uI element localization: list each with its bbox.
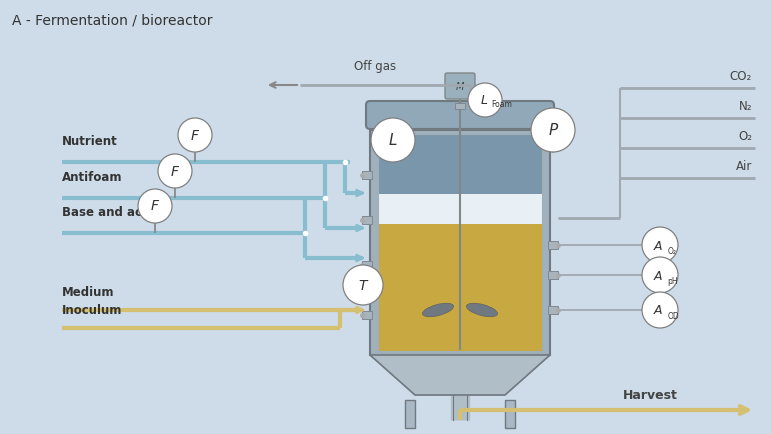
Text: Harvest: Harvest bbox=[622, 389, 678, 402]
Circle shape bbox=[343, 265, 383, 305]
Circle shape bbox=[371, 118, 415, 162]
Text: F: F bbox=[191, 128, 199, 142]
Circle shape bbox=[468, 83, 502, 117]
Text: A: A bbox=[654, 270, 662, 283]
Circle shape bbox=[531, 108, 575, 152]
Text: Inoculum: Inoculum bbox=[62, 304, 123, 317]
Text: Medium: Medium bbox=[62, 286, 115, 299]
Bar bbox=[362, 171, 372, 179]
Bar bbox=[362, 216, 372, 224]
Circle shape bbox=[642, 257, 678, 293]
Text: A: A bbox=[654, 305, 662, 318]
Bar bbox=[378, 134, 542, 351]
Text: P: P bbox=[548, 123, 557, 138]
Text: Base and acid: Base and acid bbox=[62, 206, 154, 219]
Bar bbox=[362, 261, 372, 269]
Circle shape bbox=[642, 227, 678, 263]
Text: T: T bbox=[359, 279, 367, 293]
Bar bbox=[378, 194, 542, 224]
Text: OD: OD bbox=[667, 312, 679, 321]
Circle shape bbox=[158, 154, 192, 188]
Text: Air: Air bbox=[736, 160, 752, 173]
Text: pH: pH bbox=[667, 277, 678, 286]
Ellipse shape bbox=[423, 303, 453, 317]
Ellipse shape bbox=[466, 303, 497, 317]
Text: O₂: O₂ bbox=[738, 130, 752, 143]
FancyBboxPatch shape bbox=[445, 73, 475, 99]
Bar bbox=[362, 311, 372, 319]
Text: CO₂: CO₂ bbox=[729, 70, 752, 83]
Text: Antifoam: Antifoam bbox=[62, 171, 123, 184]
Text: F: F bbox=[151, 200, 159, 214]
Text: L: L bbox=[389, 133, 397, 148]
Text: L: L bbox=[480, 95, 487, 108]
Circle shape bbox=[138, 189, 172, 223]
Bar bbox=[455, 103, 465, 109]
Text: Nutrient: Nutrient bbox=[62, 135, 118, 148]
Text: N₂: N₂ bbox=[739, 100, 752, 113]
Bar bbox=[378, 134, 542, 194]
Circle shape bbox=[178, 118, 212, 152]
Bar bbox=[378, 224, 542, 351]
Polygon shape bbox=[370, 355, 550, 395]
Bar bbox=[548, 306, 558, 314]
FancyBboxPatch shape bbox=[370, 130, 550, 355]
Bar bbox=[548, 241, 558, 249]
Text: Foam: Foam bbox=[491, 100, 512, 109]
Bar bbox=[505, 400, 515, 428]
Bar bbox=[548, 271, 558, 279]
Text: O₂: O₂ bbox=[667, 247, 676, 256]
Text: Off gas: Off gas bbox=[354, 60, 396, 73]
Text: A: A bbox=[654, 240, 662, 253]
Bar bbox=[405, 400, 415, 428]
Text: F: F bbox=[171, 164, 179, 178]
Circle shape bbox=[642, 292, 678, 328]
Text: A - Fermentation / bioreactor: A - Fermentation / bioreactor bbox=[12, 14, 213, 28]
FancyBboxPatch shape bbox=[366, 101, 554, 129]
Text: M: M bbox=[456, 82, 464, 92]
